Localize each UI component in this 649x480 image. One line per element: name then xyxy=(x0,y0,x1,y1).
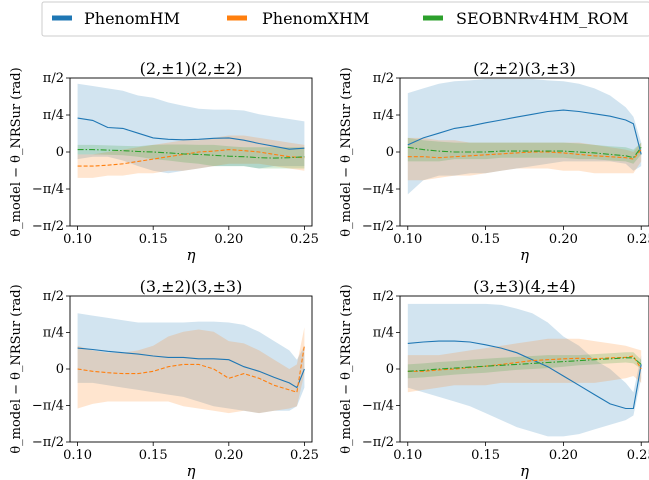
x-tick-label: 0.20 xyxy=(214,448,243,463)
x-tick-label: 0.15 xyxy=(139,448,168,463)
y-tick-label: −π/2 xyxy=(32,219,64,234)
plot-area xyxy=(407,303,642,437)
y-tick-label: −π/4 xyxy=(362,182,394,197)
y-tick-label: 0 xyxy=(56,145,64,160)
x-tick-label: 0.15 xyxy=(471,232,500,247)
band-phenomxhm xyxy=(407,137,642,181)
y-tick-label: −π/2 xyxy=(362,435,394,450)
panels: 0.10 0.15 0.20 0.25 −π/2 −π/4 0 π/4 π/2 (2,±1)(2,… xyxy=(9,59,649,480)
series-line-phenomhm xyxy=(77,347,305,389)
x-tick-label: 0.20 xyxy=(549,232,578,247)
x-tick-label: 0.10 xyxy=(63,232,92,247)
x-axis-label: η xyxy=(520,246,529,264)
plot-area xyxy=(77,83,305,178)
series-line-phenomxhm xyxy=(77,149,305,167)
x-axis-label: η xyxy=(187,462,196,480)
series-line-phenomxhm xyxy=(77,345,305,393)
y-tick-label: π/2 xyxy=(43,71,64,86)
y-tick-label: π/4 xyxy=(373,326,394,341)
y-tick-label: −π/2 xyxy=(362,219,394,234)
y-axis-label: θ_model − θ_NRSur (rad) xyxy=(9,67,24,236)
band-phenomhm xyxy=(77,313,305,414)
x-tick-label: 0.25 xyxy=(290,232,319,247)
y-tick-label: 0 xyxy=(56,362,64,377)
series-line-phenomhm xyxy=(407,109,642,155)
x-axis-label: η xyxy=(520,462,529,480)
y-tick-label: −π/4 xyxy=(32,182,64,197)
y-tick-label: 0 xyxy=(386,362,394,377)
series-line-phenomhm xyxy=(77,117,305,150)
y-axis-label: θ_model − θ_NRSur (rad) xyxy=(9,284,24,453)
x-tick-label: 0.10 xyxy=(393,232,422,247)
band-phenomxhm xyxy=(407,338,642,393)
panel-title: (3,±3)(4,±4) xyxy=(473,277,576,296)
x-tick-label: 0.25 xyxy=(290,448,319,463)
series-line-seobnrv4hm-rom xyxy=(77,149,305,159)
x-tick-label: 0.25 xyxy=(627,448,649,463)
x-axis-label: η xyxy=(187,246,196,264)
legend-label-phenomhm: PhenomHM xyxy=(84,9,180,28)
x-tick-label: 0.20 xyxy=(214,232,243,247)
y-tick-label: π/4 xyxy=(43,108,64,123)
x-tick-label: 0.15 xyxy=(139,232,168,247)
plot-area xyxy=(77,313,305,414)
y-tick-label: π/4 xyxy=(43,326,64,341)
y-tick-label: π/4 xyxy=(373,108,394,123)
series-line-seobnrv4hm-rom xyxy=(407,357,642,372)
legend-frame xyxy=(41,1,649,37)
panel-title: (2,±1)(2,±2) xyxy=(140,59,243,78)
y-tick-label: π/2 xyxy=(373,71,394,86)
chart-panel-3: 0.10 0.15 0.20 0.25 −π/2 −π/4 0 π/4 π/2 (3,±2)(3,… xyxy=(9,277,319,480)
x-tick-label: 0.15 xyxy=(471,448,500,463)
y-tick-label: 0 xyxy=(386,145,394,160)
y-tick-label: π/2 xyxy=(43,289,64,304)
x-tick-label: 0.20 xyxy=(549,448,578,463)
y-axis-label: θ_model − θ_NRSur (rad) xyxy=(339,67,354,236)
chart-panel-4: 0.10 0.15 0.20 0.25 −π/2 −π/4 0 π/4 π/2 (3,±3)(4,… xyxy=(339,277,649,480)
y-tick-label: −π/4 xyxy=(362,399,394,414)
chart-panel-2: 0.10 0.15 0.20 0.25 −π/2 −π/4 0 π/4 π/2 (2,±2)(3,… xyxy=(339,59,649,264)
series-line-phenomxhm xyxy=(407,149,642,160)
y-tick-label: −π/4 xyxy=(32,399,64,414)
y-tick-label: π/2 xyxy=(373,289,394,304)
band-phenomhm xyxy=(407,79,642,195)
x-tick-label: 0.25 xyxy=(627,232,649,247)
series-line-phenomhm xyxy=(407,340,642,410)
x-tick-label: 0.10 xyxy=(393,448,422,463)
band-phenomxhm xyxy=(77,135,305,178)
x-tick-label: 0.10 xyxy=(63,448,92,463)
band-phenomxhm xyxy=(77,327,305,414)
series-line-seobnrv4hm-rom xyxy=(407,146,642,159)
panel-title: (3,±2)(3,±3) xyxy=(140,277,243,296)
panel-title: (2,±2)(3,±3) xyxy=(473,59,576,78)
y-axis-label: θ_model − θ_NRSur (rad) xyxy=(339,284,354,453)
plot-area xyxy=(407,79,642,195)
legend-label-phenomxhm: PhenomXHM xyxy=(262,9,369,28)
legend-label-seob: SEOBNRv4HM_ROM xyxy=(456,9,629,28)
legend: PhenomHM PhenomXHM SEOBNRv4HM_ROM xyxy=(41,1,649,37)
chart-panel-1: 0.10 0.15 0.20 0.25 −π/2 −π/4 0 π/4 π/2 (2,±1)(2,… xyxy=(9,59,319,264)
band-phenomhm xyxy=(407,303,642,437)
y-tick-label: −π/2 xyxy=(32,435,64,450)
